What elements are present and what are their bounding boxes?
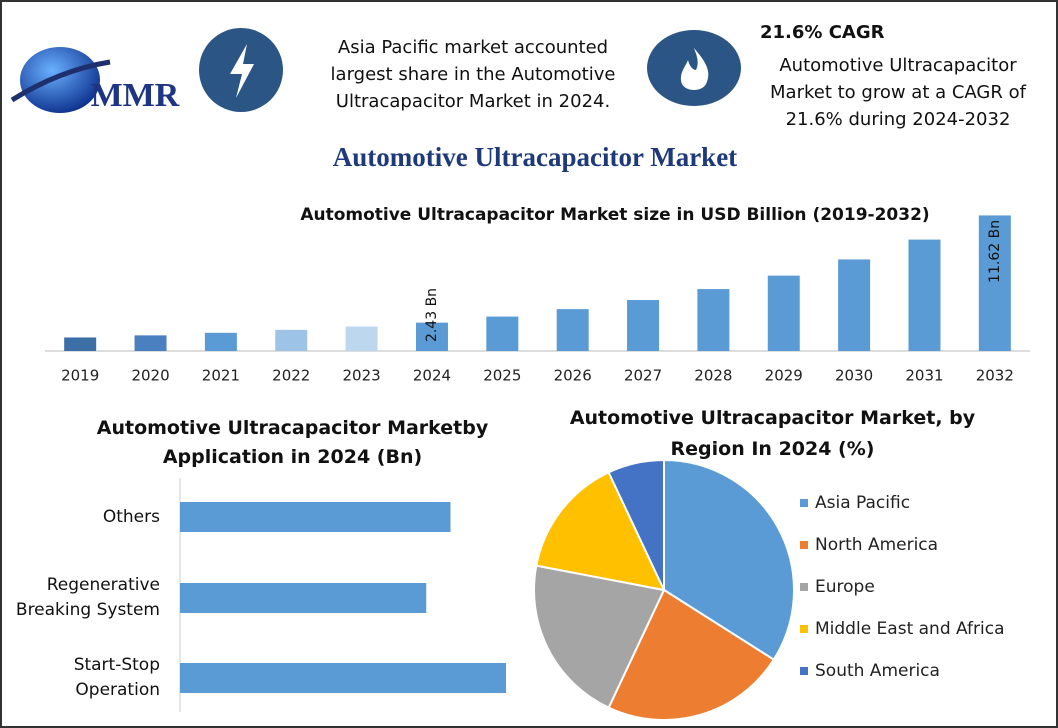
pie-slice — [533, 564, 666, 709]
bolt-symbol — [230, 44, 254, 98]
x-tick-label: 2019 — [61, 367, 99, 385]
logo-text: MMR — [91, 77, 180, 114]
flame-icon — [647, 30, 741, 106]
flame-symbol — [680, 48, 709, 90]
legend-label: Asia Pacific — [815, 493, 910, 513]
category-label: Others — [102, 506, 160, 527]
x-tick-label: 2021 — [202, 367, 240, 385]
x-tick-label: 2029 — [765, 367, 803, 385]
pie-slice — [535, 471, 666, 592]
bar — [415, 322, 448, 351]
x-tick-label: 2031 — [905, 367, 943, 385]
bar — [767, 275, 800, 351]
bar — [64, 337, 97, 351]
pie-slice — [607, 588, 776, 721]
category-label: Start-Stop Operation — [73, 655, 160, 700]
bar — [978, 215, 1011, 351]
bar — [345, 326, 378, 351]
bar — [556, 309, 589, 351]
bar — [697, 289, 730, 351]
x-tick-label: 2025 — [483, 367, 521, 385]
pie-chart-title: Automotive Ultracapacitor Market, by Reg… — [569, 407, 976, 460]
bar — [134, 335, 167, 351]
legend-swatch — [800, 667, 808, 675]
x-tick-label: 2023 — [343, 367, 381, 385]
legend-swatch — [800, 541, 808, 549]
bar — [275, 329, 308, 351]
x-tick-label: 2026 — [554, 367, 592, 385]
bar — [908, 239, 941, 351]
legend-label: South America — [815, 661, 940, 681]
bar — [204, 332, 237, 351]
cagr-note: Automotive Ultracapacitor Market to grow… — [770, 55, 1026, 130]
logo-globe — [20, 47, 100, 113]
cagr-title: 21.6% CAGR — [760, 22, 885, 43]
bar — [180, 663, 506, 693]
x-tick-label: 2030 — [835, 367, 873, 385]
value-label: 2.43 Bn — [424, 288, 440, 342]
legend-label: North America — [815, 535, 938, 555]
pie-slice — [607, 458, 665, 591]
legend-swatch — [800, 499, 808, 507]
x-tick-label: 2022 — [272, 367, 310, 385]
x-tick-label: 2024 — [413, 367, 451, 385]
x-tick-label: 2028 — [694, 367, 732, 385]
value-label: 11.62 Bn — [987, 220, 1003, 283]
legend-label: Middle East and Africa — [815, 619, 1005, 639]
bar — [180, 583, 427, 613]
legend-swatch — [800, 583, 808, 591]
legend-swatch — [800, 625, 808, 633]
bar — [180, 502, 451, 532]
x-tick-label: 2027 — [624, 367, 662, 385]
x-tick-label: 2032 — [976, 367, 1014, 385]
legend-label: Europe — [815, 577, 875, 597]
bar — [627, 300, 660, 351]
hbar-chart-title: Automotive Ultracapacitor Marketby Appli… — [96, 417, 489, 468]
bar — [486, 316, 519, 351]
share-note: Asia Pacific market accounted largest sh… — [330, 37, 616, 112]
bar — [838, 259, 871, 351]
x-tick-label: 2020 — [131, 367, 169, 385]
category-label: Regenerative Breaking System — [15, 575, 160, 620]
bar-chart-title: Automotive Ultracapacitor Market size in… — [300, 205, 930, 225]
main-title: Automotive Ultracapacitor Market — [332, 142, 738, 172]
logo-swoosh — [10, 59, 111, 103]
